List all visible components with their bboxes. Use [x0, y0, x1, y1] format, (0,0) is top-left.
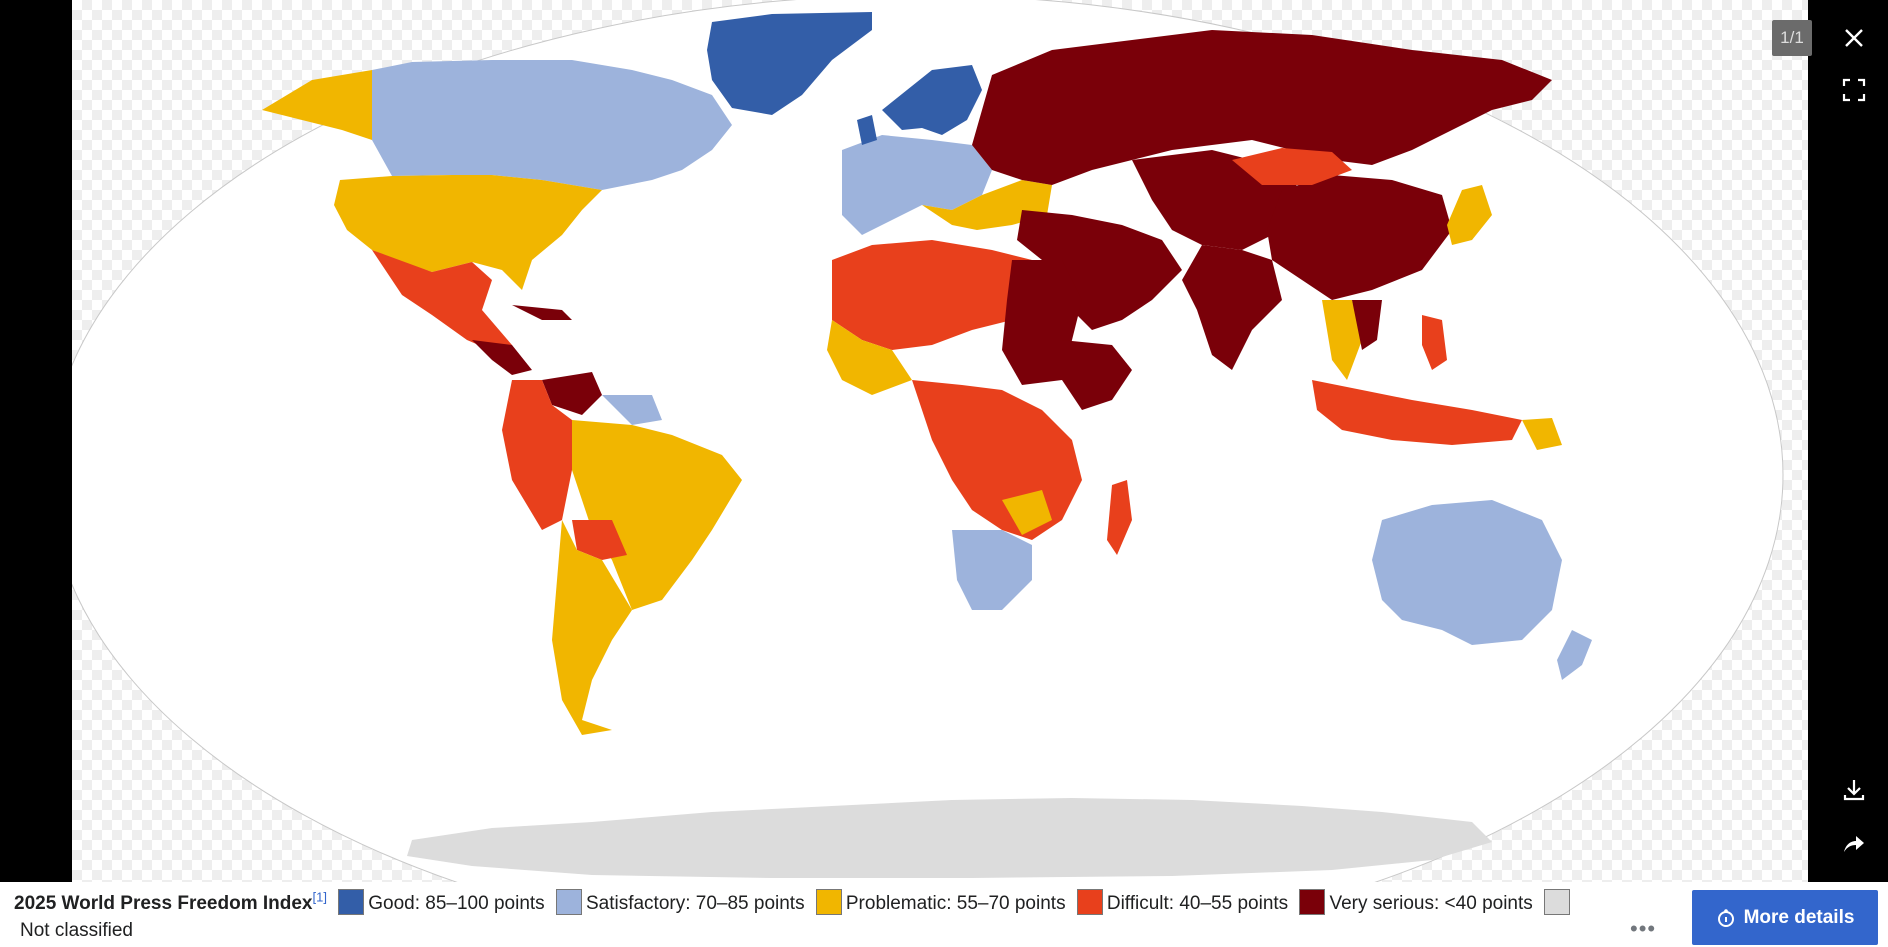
western-europe-region: [842, 135, 992, 235]
west-africa-region: [827, 320, 912, 395]
southern-cone-region: [552, 520, 632, 735]
central-america-region: [472, 340, 532, 375]
legend-swatch: [555, 888, 582, 915]
close-button[interactable]: [1836, 20, 1872, 56]
map-ocean: [72, 0, 1784, 882]
reference-link[interactable]: [1]: [312, 889, 327, 905]
legend-label: Very serious: <40 points: [1329, 893, 1533, 914]
legend-swatch: [1076, 888, 1103, 915]
brazil-region: [572, 420, 742, 610]
canada-region: [370, 60, 732, 190]
legend-label: Problematic: 55–70 points: [845, 893, 1066, 914]
horn-africa-region: [1062, 340, 1132, 410]
legend-swatch: [815, 888, 842, 915]
russia-region: [972, 30, 1552, 185]
legend-label: Difficult: 40–55 points: [1106, 893, 1289, 914]
southern-europe-region: [922, 180, 1052, 230]
legend-item-very-serious: Very serious: <40 points: [1293, 888, 1533, 915]
antarctica-region: [407, 798, 1492, 878]
southern-africa-region: [952, 530, 1032, 610]
legend-item-good: Good: 85–100 points: [332, 888, 545, 915]
indonesia-region: [1312, 380, 1522, 445]
legend-item-problematic: Problematic: 55–70 points: [810, 888, 1066, 915]
scandinavia-region: [882, 65, 982, 135]
india-region: [1182, 245, 1282, 370]
mexico-region: [372, 250, 512, 355]
middle-east-region: [1017, 210, 1182, 330]
japan-region: [1447, 185, 1492, 245]
legend-swatch: [338, 888, 365, 915]
greenland-region: [707, 12, 872, 115]
world-press-freedom-map: [72, 0, 1784, 882]
bolivia-region: [572, 520, 627, 560]
mongolia-region: [1232, 148, 1352, 185]
legend-swatch: [1299, 888, 1326, 915]
media-viewer: 1/1: [0, 0, 1888, 882]
southeast-asia-region: [1322, 300, 1362, 380]
close-icon: [1845, 29, 1863, 47]
legend-item-satisfactory: Satisfactory: 70–85 points: [550, 888, 805, 915]
image-stage: [72, 0, 1808, 882]
more-details-button[interactable]: More details: [1692, 890, 1878, 945]
legend-swatch: [1544, 888, 1571, 915]
new-zealand-region: [1557, 630, 1592, 680]
png-region: [1522, 418, 1562, 450]
guyana-region: [602, 395, 662, 425]
colombia-peru-region: [502, 380, 572, 530]
image-caption: 2025 World Press Freedom Index[1] Good: …: [0, 882, 1888, 947]
philippines-region: [1422, 315, 1447, 370]
madagascar-region: [1107, 480, 1132, 555]
legend-line: 2025 World Press Freedom Index[1] Good: …: [14, 888, 1654, 918]
zambia-region: [1002, 490, 1052, 535]
download-icon: [1843, 780, 1865, 801]
more-options-button[interactable]: •••: [1630, 916, 1657, 941]
info-icon: [1717, 908, 1734, 927]
legend-label-not-classified: Not classified: [20, 920, 133, 941]
share-button[interactable]: [1836, 826, 1872, 862]
share-icon: [1844, 836, 1864, 852]
image-counter: 1/1: [1772, 20, 1812, 56]
north-africa-region: [832, 240, 1042, 350]
legend-item-not-classified: [1538, 888, 1574, 915]
caption-title: 2025 World Press Freedom Index: [14, 893, 313, 914]
vietnam-region: [1352, 300, 1382, 350]
alaska-region: [262, 70, 372, 140]
download-button[interactable]: [1836, 772, 1872, 808]
legend-item-difficult: Difficult: 40–55 points: [1071, 888, 1289, 915]
venezuela-region: [542, 372, 602, 415]
caribbean-region: [512, 305, 572, 320]
legend-label: Satisfactory: 70–85 points: [585, 893, 805, 914]
china-region: [1267, 175, 1452, 300]
uk-region: [857, 115, 877, 145]
fullscreen-icon: [1842, 78, 1866, 102]
legend-label: Good: 85–100 points: [368, 893, 545, 914]
more-details-label: More details: [1743, 906, 1855, 928]
australia-region: [1372, 500, 1562, 645]
fullscreen-button[interactable]: [1836, 72, 1872, 108]
